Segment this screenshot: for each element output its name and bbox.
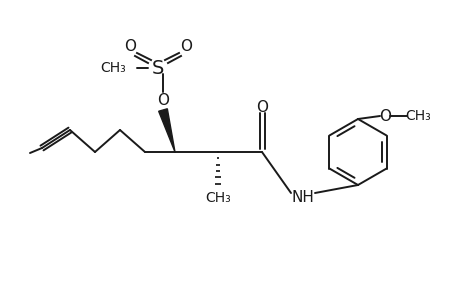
- Text: O: O: [157, 92, 168, 107]
- Text: NH: NH: [291, 190, 314, 205]
- Text: CH₃: CH₃: [100, 61, 126, 75]
- Text: O: O: [179, 38, 191, 53]
- Polygon shape: [158, 109, 174, 152]
- Text: O: O: [378, 109, 390, 124]
- Text: CH₃: CH₃: [205, 191, 230, 205]
- Text: O: O: [256, 100, 268, 115]
- Text: S: S: [151, 58, 164, 77]
- Text: O: O: [124, 38, 136, 53]
- Text: CH₃: CH₃: [404, 109, 430, 123]
